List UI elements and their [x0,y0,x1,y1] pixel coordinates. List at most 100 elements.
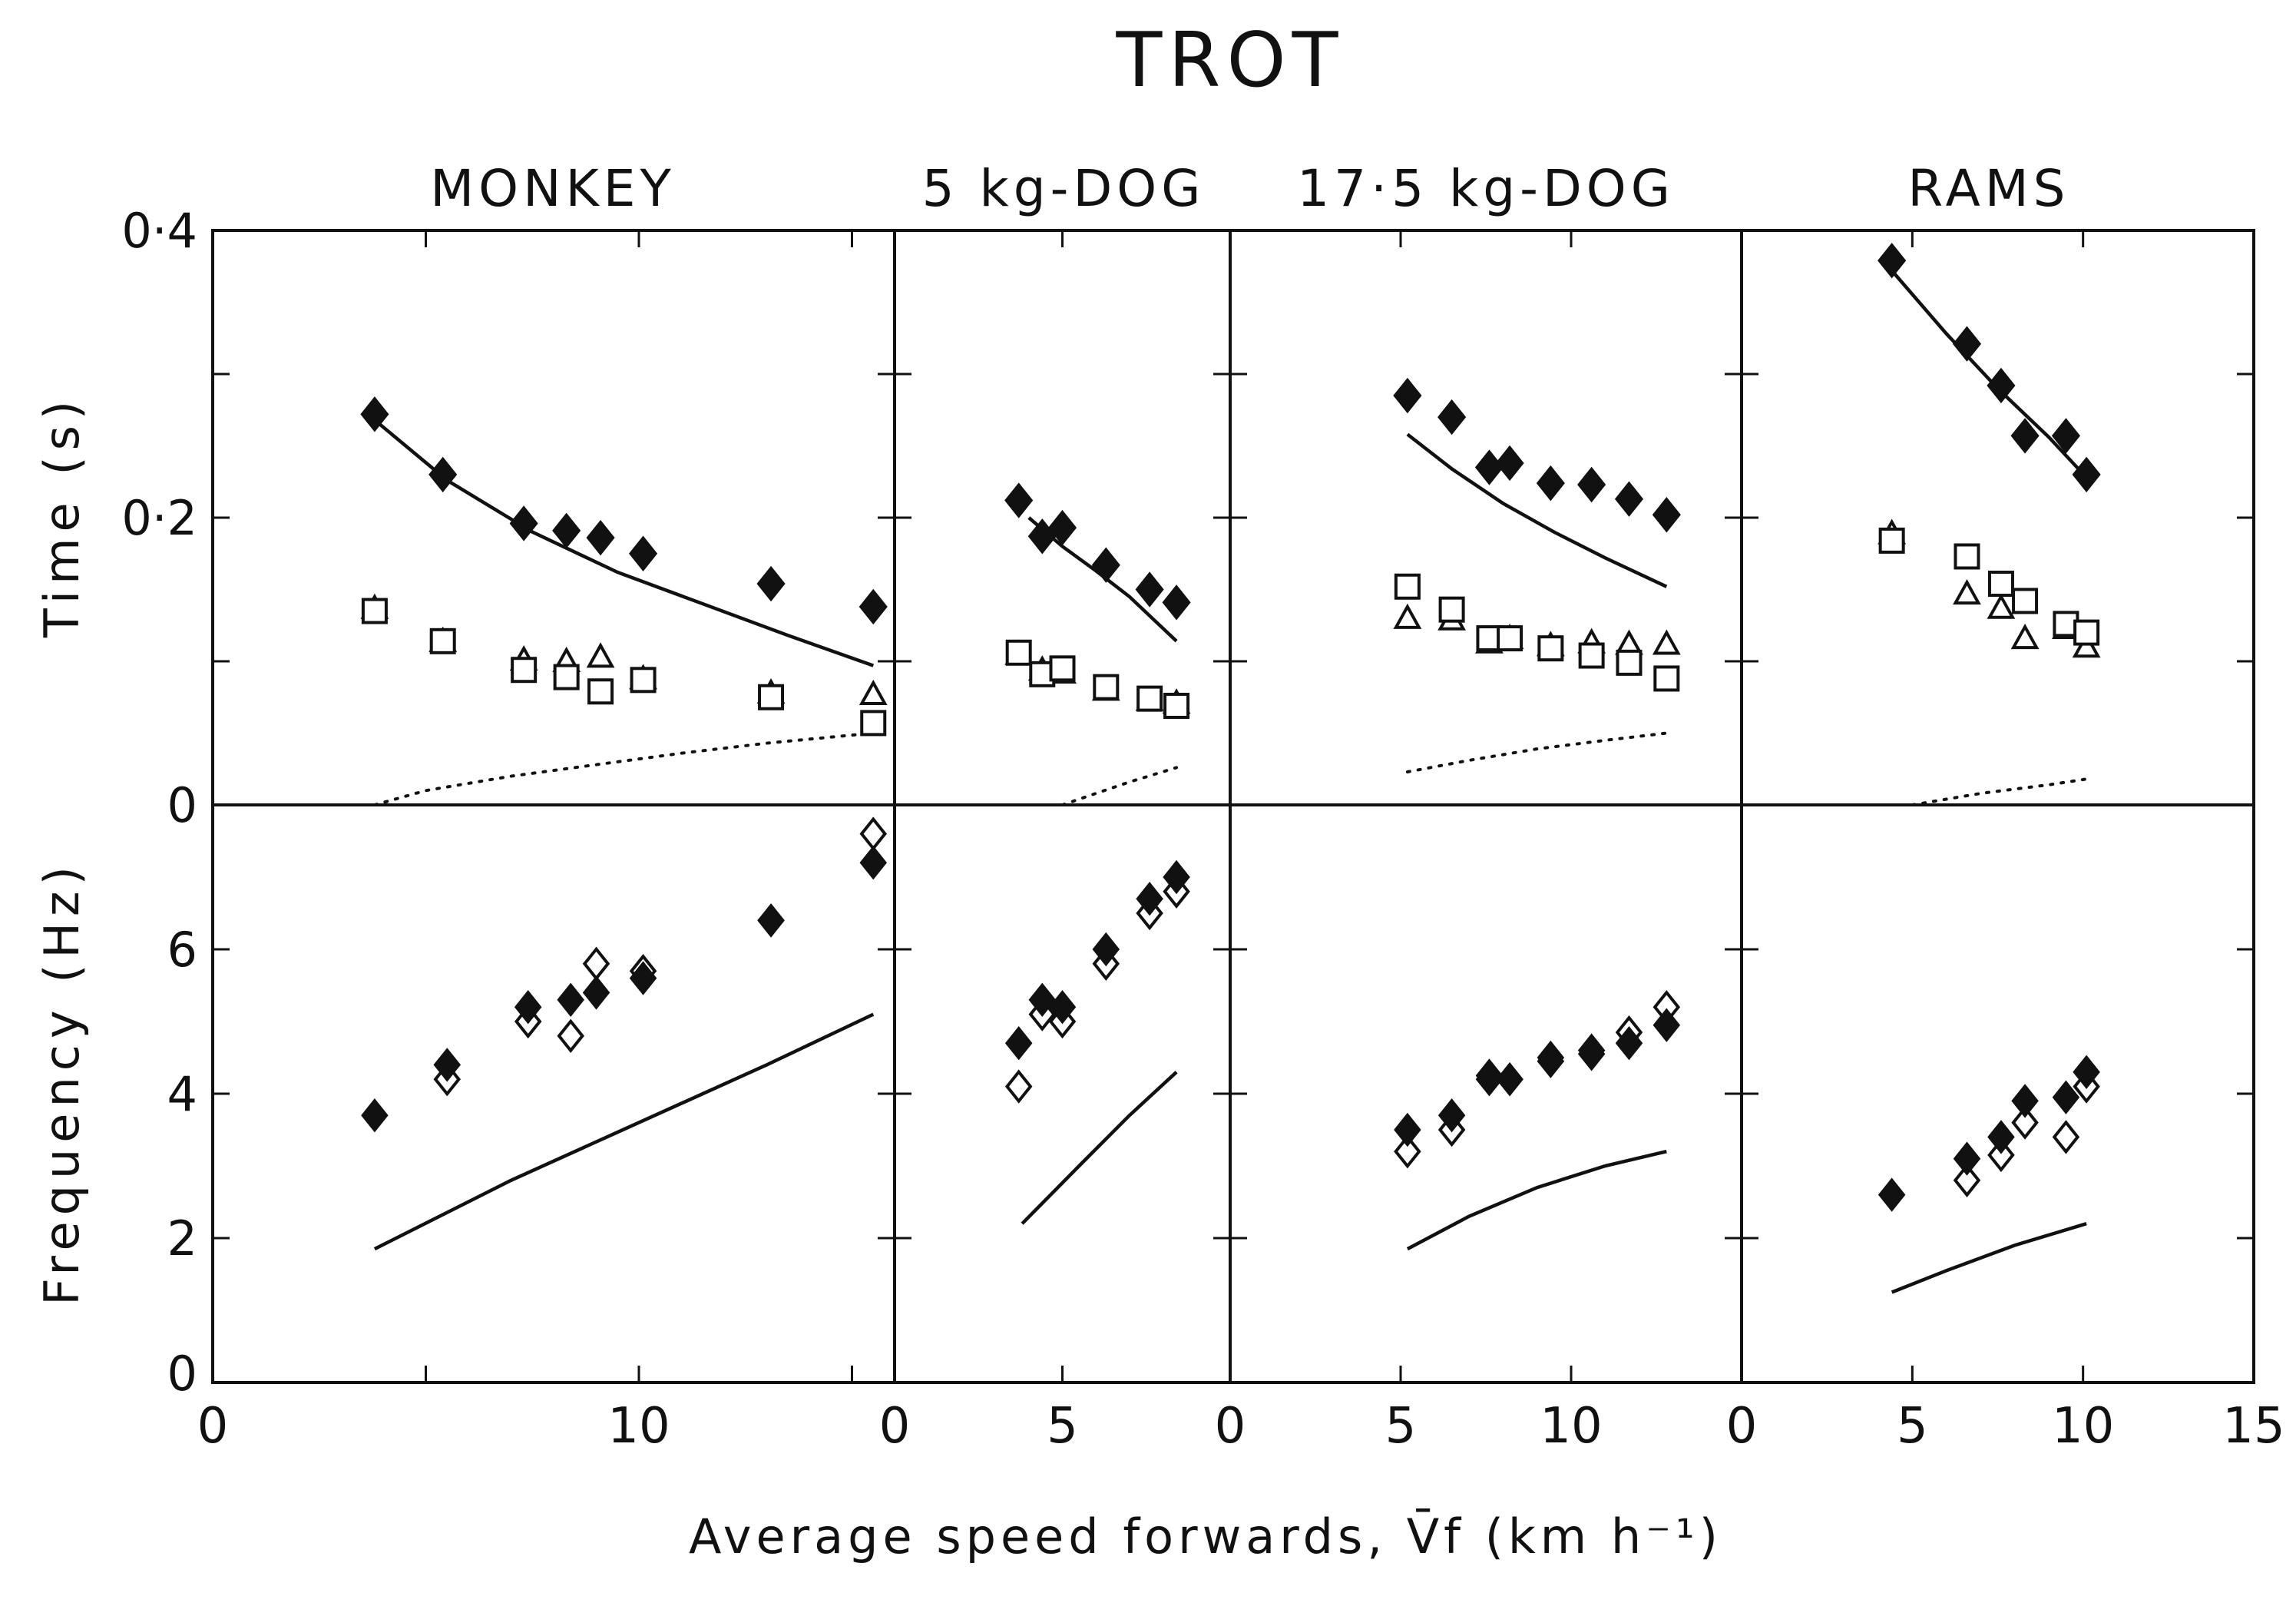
time-square-point [511,657,538,684]
x-tick-label: 5 [1047,1398,1078,1455]
time-diamond-point [1437,399,1467,435]
time-square-point [1163,692,1190,719]
panel-title-rams: RAMS [1907,159,2069,218]
time-square-point [1438,596,1465,623]
time-square-point [1394,573,1421,600]
time-square-point [429,627,456,654]
time-diamond-point [1987,367,2016,404]
y-tick-label-top: 0 [167,777,197,833]
time-square-point [361,598,388,624]
time-triangle-point [1393,603,1422,629]
time-square-point [587,678,614,705]
y-tick-label-top: 0·4 [121,203,197,259]
x-tick-label: 0 [1726,1398,1758,1455]
time-square-point [860,710,887,737]
time-diamond-point [1536,465,1565,502]
frequency-filled-diamond-point [1048,989,1077,1025]
y-tick-label-bottom: 6 [167,922,197,978]
frequency-open-diamond-point [2011,1105,2039,1140]
time-square-point [553,664,580,690]
time-diamond-point [1135,571,1164,608]
y-tick-label-top: 0·2 [121,490,197,546]
y-axis-label-frequency: Frequency (Hz) [34,860,90,1306]
time-diamond-point [2010,418,2040,454]
y-tick-label-bottom: 4 [167,1066,197,1122]
frequency-filled-diamond-point [2052,1080,2080,1114]
time-square-point [1093,674,1120,700]
x-tick-label: 15 [2222,1398,2284,1455]
y-tick-label-bottom: 0 [167,1346,197,1402]
time-diamond-point [628,535,658,571]
frequency-open-diamond-point [557,1018,584,1054]
frequency-filled-diamond-point [1496,1061,1523,1097]
time-square-point [630,667,657,694]
x-axis-label: Average speed forwards, V̄f (km h⁻¹) [689,1508,1722,1565]
frequency-filled-diamond-point [2011,1084,2039,1118]
frequency-filled-diamond-point [1004,1025,1033,1061]
chart-title: TROT [1116,17,1345,104]
time-dotted-curve [1405,731,1669,773]
time-diamond-point [509,505,538,541]
time-triangle-point [859,679,888,706]
frequency-filled-diamond-point [1953,1141,1981,1176]
time-diamond-point [1952,326,1982,362]
time-diamond-point [1652,497,1681,533]
time-triangle-point [586,642,615,668]
frequency-filled-diamond-point [1615,1025,1643,1061]
time-square-point [2073,619,2100,646]
time-diamond-point [2051,418,2080,454]
x-tick-label: 5 [1385,1398,1417,1455]
time-triangle-point [1987,593,2016,619]
x-tick-label: 10 [1540,1398,1602,1455]
frequency-filled-diamond-point [582,975,610,1010]
y-tick-label-bottom: 2 [167,1210,197,1267]
time-square-point [1136,685,1163,712]
frequency-open-diamond-point [582,946,610,982]
time-dotted-curve [1911,777,2089,806]
time-square-point [1954,543,1980,570]
time-diamond-point [1091,547,1120,583]
time-diamond-point [1474,449,1504,485]
frequency-filled-diamond-point [1136,881,1163,916]
frequency-filled-diamond-point [1028,982,1057,1018]
frequency-filled-diamond-point [1475,1058,1504,1093]
x-tick-label: 10 [2052,1398,2114,1455]
frequency-filled-diamond-point [557,982,584,1018]
time-square-point [758,684,785,710]
time-square-point [2012,588,2039,614]
x-tick-label: 0 [1215,1398,1246,1455]
time-diamond-point [360,396,389,432]
y-axis-label-time: Time (s) [34,395,90,638]
time-triangle-point [2072,632,2101,658]
time-square-point [1578,642,1605,669]
frequency-filled-diamond-point [2073,1055,2100,1090]
frequency-filled-diamond-point [1577,1037,1606,1071]
frequency-open-diamond-point [1004,1069,1033,1104]
panel-title-5kg-dog: 5 kg-DOG [922,159,1206,218]
x-tick-label: 0 [197,1398,229,1455]
x-tick-label: 5 [1897,1398,1928,1455]
frequency-filled-diamond-point [1537,1044,1565,1078]
time-diamond-point [756,565,786,602]
time-model-curve [1890,269,2088,479]
frequency-filled-diamond-point [514,989,542,1025]
frequency-open-diamond-point [1394,1134,1421,1169]
time-diamond-point [552,512,581,549]
time-triangle-point [1652,629,1681,655]
time-diamond-point [1577,466,1606,503]
frequency-filled-diamond-point [1987,1120,2015,1154]
time-square-point [1616,649,1643,676]
time-diamond-point [1004,482,1034,518]
frequency-filled-diamond-point [1163,859,1190,895]
panel-title-17kg-dog: 17·5 kg-DOG [1297,159,1675,218]
frequency-filled-diamond-point [1092,932,1120,967]
time-diamond-point [1027,518,1057,555]
frequency-model-curve [373,1012,875,1251]
frequency-model-curve [1891,1222,2087,1294]
time-diamond-point [1162,584,1191,621]
frequency-filled-diamond-point [433,1048,462,1082]
x-tick-label: 10 [607,1398,670,1455]
time-square-point [1878,527,1905,554]
x-tick-label: 0 [879,1398,911,1455]
